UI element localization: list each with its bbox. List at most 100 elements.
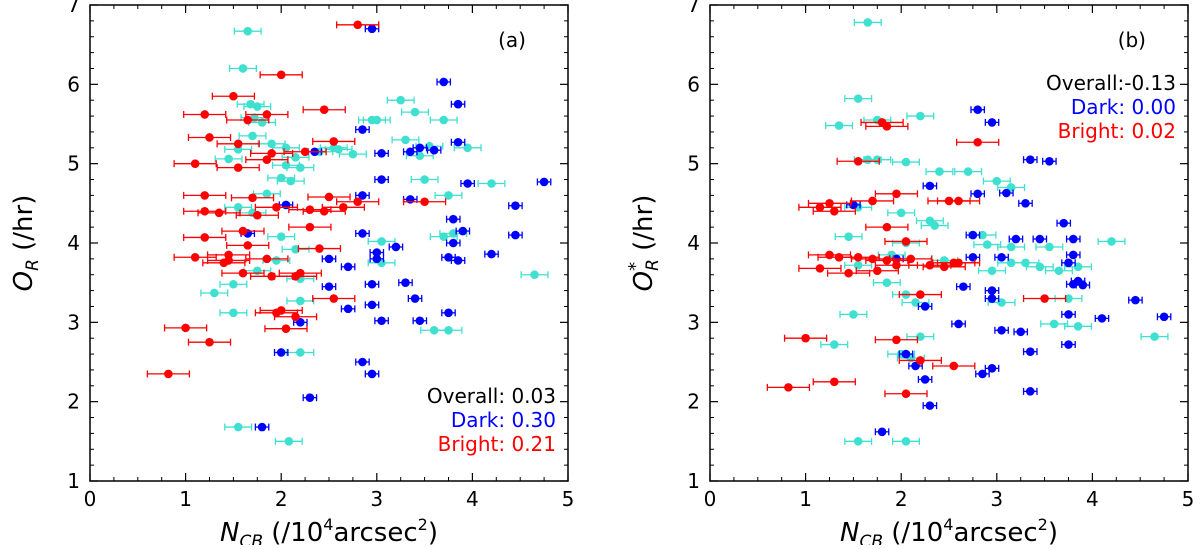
data-point-bright	[850, 196, 895, 206]
marker	[281, 143, 291, 153]
marker	[377, 149, 386, 158]
marker	[901, 437, 911, 446]
series-bright	[766, 118, 1067, 399]
marker	[925, 401, 935, 410]
marker	[448, 229, 458, 238]
data-point-dark	[254, 422, 270, 432]
data-point-bright	[826, 268, 871, 278]
marker	[1006, 258, 1016, 268]
y-axis-title: O*R (/hr)	[625, 195, 663, 292]
y-tick-label: 7	[687, 0, 700, 17]
x-tick-label: 3	[990, 487, 1003, 511]
marker	[348, 149, 358, 159]
data-point-overall	[219, 279, 248, 289]
y-tick-label: 3	[67, 310, 80, 334]
data-point-overall	[357, 115, 387, 125]
data-point-bright	[288, 222, 332, 232]
marker	[276, 348, 286, 357]
marker	[448, 238, 458, 248]
marker	[305, 205, 315, 214]
data-point-bright	[211, 91, 256, 101]
marker	[487, 179, 496, 188]
data-point-bright	[936, 196, 981, 206]
marker	[1073, 322, 1083, 331]
data-point-dark	[970, 105, 986, 115]
marker	[200, 110, 210, 119]
x-tick-label: 1	[179, 487, 192, 511]
data-point-overall	[877, 250, 906, 260]
marker	[853, 94, 863, 103]
marker	[1150, 332, 1159, 341]
data-point-dark	[450, 99, 466, 109]
data-point-bright	[173, 252, 217, 262]
series-dark	[846, 105, 1172, 437]
marker	[367, 300, 377, 310]
marker	[339, 203, 348, 212]
data-point-bright	[335, 20, 380, 30]
series-overall	[200, 26, 549, 446]
marker	[1097, 314, 1107, 323]
data-point-dark	[484, 249, 499, 259]
marker	[200, 191, 210, 200]
marker	[243, 115, 253, 125]
marker	[164, 369, 173, 379]
data-point-overall	[219, 308, 248, 318]
x-tick-label: 2	[275, 487, 288, 511]
data-point-overall	[887, 208, 916, 218]
data-point-dark	[994, 252, 1009, 262]
y-tick-label: 6	[687, 72, 700, 96]
data-point-dark	[364, 369, 380, 379]
x-tick-label: 0	[84, 487, 97, 511]
data-point-dark	[922, 401, 938, 410]
marker	[530, 270, 539, 280]
marker	[511, 230, 520, 240]
data-point-overall	[367, 258, 396, 268]
marker	[1068, 234, 1078, 244]
marker	[1064, 310, 1073, 319]
marker	[284, 437, 294, 446]
marker	[415, 143, 425, 153]
data-point-overall	[274, 437, 303, 446]
data-point-bright	[836, 156, 880, 166]
marker	[448, 214, 458, 224]
data-point-overall	[286, 296, 315, 306]
x-tick-label: 0	[704, 487, 717, 511]
data-point-dark	[1042, 156, 1057, 166]
data-point-dark	[965, 252, 981, 262]
data-point-overall	[997, 258, 1026, 268]
data-point-dark	[1156, 312, 1172, 322]
marker	[367, 369, 377, 379]
data-point-overall	[401, 107, 430, 117]
data-point-dark	[374, 316, 389, 326]
data-point-overall	[906, 332, 935, 341]
marker	[319, 206, 329, 216]
marker	[1021, 258, 1030, 268]
marker	[959, 282, 968, 291]
marker	[853, 252, 863, 262]
data-point-dark	[445, 238, 461, 248]
stat-dark: Dark: 0.00	[1071, 95, 1176, 119]
series-dark	[240, 24, 552, 432]
data-point-bright	[884, 389, 928, 399]
marker	[539, 177, 549, 187]
data-point-overall	[1035, 242, 1064, 252]
data-point-dark	[508, 201, 523, 211]
marker	[911, 298, 920, 307]
data-point-dark	[1008, 234, 1024, 244]
data-point-overall	[1044, 266, 1073, 276]
data-point-dark	[965, 230, 981, 240]
marker	[420, 175, 429, 184]
marker	[978, 369, 987, 379]
marker	[401, 278, 410, 287]
marker	[1016, 327, 1025, 337]
data-point-bright	[307, 192, 351, 202]
marker	[916, 356, 925, 365]
marker	[358, 125, 367, 134]
marker	[997, 252, 1006, 262]
data-point-overall	[276, 176, 305, 186]
data-point-dark	[450, 137, 466, 147]
data-point-dark	[273, 348, 289, 357]
data-point-bright	[335, 197, 380, 207]
data-point-bright	[798, 264, 842, 273]
marker	[377, 237, 386, 246]
